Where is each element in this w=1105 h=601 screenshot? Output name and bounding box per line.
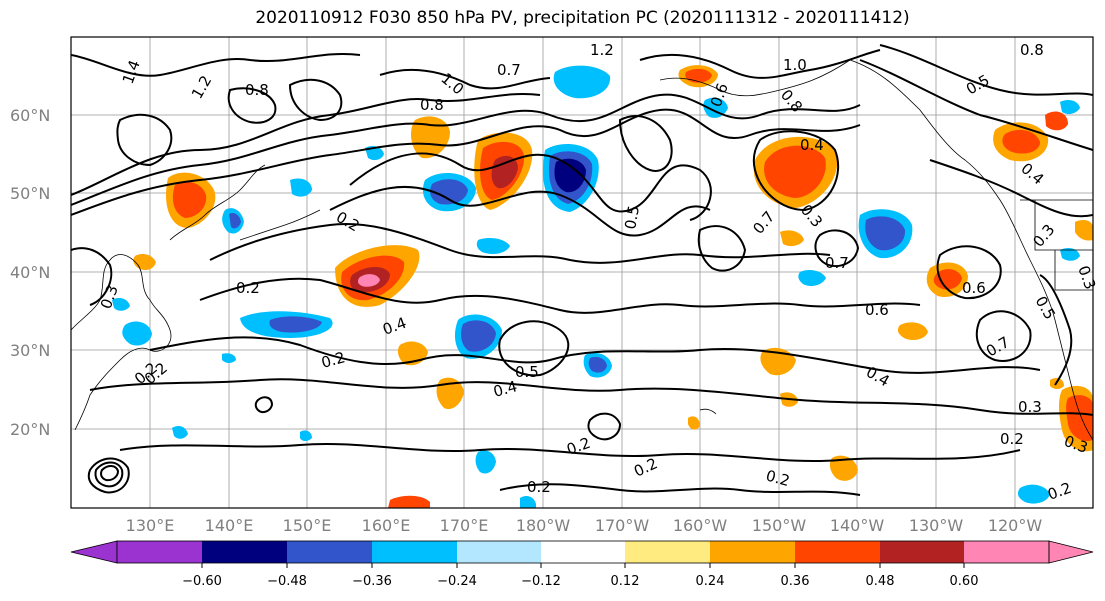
lon-label: 170°W xyxy=(595,516,650,535)
lon-label: 160°E xyxy=(362,516,411,535)
colorbar-cell xyxy=(287,541,372,563)
precip-positive-area xyxy=(410,116,450,159)
precip-negative-area xyxy=(222,353,236,363)
contour-label: 0.5 xyxy=(621,204,643,231)
colorbar: −0.60 −0.48 −0.36 −0.24 −0.12 0.12 0.24 … xyxy=(70,540,1094,589)
lon-label: 170°E xyxy=(440,516,489,535)
contour-label: 0.5 xyxy=(515,363,539,381)
contour-label: 1.0 xyxy=(783,56,807,74)
colorbar-extend-left xyxy=(70,540,118,564)
contour-label: 0.3 xyxy=(1018,398,1042,416)
precip-negative-area xyxy=(553,65,611,99)
precip-negative-area xyxy=(798,270,826,286)
colorbar-cell xyxy=(964,541,1049,563)
colorbar-tick-label: −0.24 xyxy=(437,574,477,589)
pv-contours xyxy=(71,44,1093,496)
precip-positive-area xyxy=(688,416,700,430)
colorbar-cell xyxy=(117,541,202,563)
precip-negative-area xyxy=(172,426,188,439)
lon-label: 160°W xyxy=(673,516,728,535)
precip-positive-area xyxy=(829,455,858,481)
map-border xyxy=(70,36,1094,509)
precip-positive-area xyxy=(1045,111,1068,131)
colorbar-cell xyxy=(625,541,710,563)
colorbar-tick-label: −0.12 xyxy=(521,574,561,589)
colorbar-tick-label: 0.36 xyxy=(781,574,810,589)
contour-label: 0.6 xyxy=(865,301,889,319)
lon-label: 150°W xyxy=(752,516,807,535)
precip-negative-area xyxy=(300,430,312,441)
lon-label: 180°W xyxy=(516,516,571,535)
precip-negative-area xyxy=(703,97,728,118)
precip-positive-area xyxy=(1075,220,1093,241)
latitude-labels: 60°N 50°N 40°N 30°N 20°N xyxy=(10,106,50,439)
precip-negative-area xyxy=(122,321,152,346)
colorbar-tick-label: −0.48 xyxy=(267,574,307,589)
lat-label: 20°N xyxy=(10,420,50,439)
colorbar-cell xyxy=(880,541,964,563)
gridlines xyxy=(71,37,1093,508)
colorbar-border xyxy=(116,540,1050,564)
colorbar-cell xyxy=(541,541,625,563)
colorbar-tick-label: 0.60 xyxy=(950,574,979,589)
lat-label: 60°N xyxy=(10,106,50,125)
precip-positive-area xyxy=(780,230,804,247)
contour-label: 0.8 xyxy=(420,96,444,114)
precip-positive-area xyxy=(388,495,430,508)
colorbar-tick-label: −0.60 xyxy=(182,574,222,589)
precip-negative-area xyxy=(475,450,496,474)
contour-label: 0.6 xyxy=(962,279,986,297)
colorbar-cell xyxy=(795,541,880,563)
contour-label: 0.2 xyxy=(319,348,347,372)
contour-label: 0.7 xyxy=(825,254,849,272)
lon-label: 120°W xyxy=(988,516,1043,535)
contour-label: 0.2 xyxy=(1000,430,1024,448)
colorbar-tick-label: 0.24 xyxy=(696,574,725,589)
contour-label: 0.8 xyxy=(245,81,269,99)
contour-label: 0.2 xyxy=(764,466,792,490)
lat-label: 30°N xyxy=(10,341,50,360)
contour-label: 0.2 xyxy=(236,279,260,297)
contour-label: 0.7 xyxy=(497,61,521,79)
colorbar-cell xyxy=(710,541,795,563)
colorbar-tick-label: 0.12 xyxy=(611,574,640,589)
lon-label: 140°E xyxy=(205,516,254,535)
map-title: 2020110912 F030 850 hPa PV, precipitatio… xyxy=(255,8,910,28)
lon-label: 150°E xyxy=(283,516,332,535)
colorbar-cell xyxy=(457,541,541,563)
lon-label: 130°W xyxy=(909,516,964,535)
precip-positive-area xyxy=(436,377,464,410)
contour-label: 0.4 xyxy=(800,136,824,154)
map-background xyxy=(71,37,1093,508)
contour-label: 0.4 xyxy=(491,377,519,401)
coastlines xyxy=(71,59,1093,441)
precip-negative-area xyxy=(476,238,510,254)
precip-negative-area xyxy=(112,298,130,311)
colorbar-cell xyxy=(202,541,287,563)
colorbar-cell xyxy=(372,541,457,563)
colorbar-tick-label: −0.36 xyxy=(352,574,392,589)
precip-negative-area xyxy=(520,496,536,508)
lon-label: 140°W xyxy=(830,516,885,535)
contour-label: 1.2 xyxy=(590,41,614,59)
lon-label: 130°E xyxy=(126,516,175,535)
longitude-labels: 130°E 140°E 150°E 160°E 170°E 180°W 170°… xyxy=(126,516,1043,535)
colorbar-extend-right xyxy=(1048,540,1094,564)
precip-negative-area xyxy=(1060,100,1080,115)
precip-negative-area xyxy=(1017,484,1050,504)
colorbar-tick-label: 0.48 xyxy=(866,574,895,589)
lat-label: 50°N xyxy=(10,184,50,203)
contour-label: 0.8 xyxy=(1020,41,1044,59)
precip-negative-area xyxy=(1060,248,1080,261)
precip-negative-area xyxy=(290,178,312,197)
lat-label: 40°N xyxy=(10,263,50,282)
colorbar-ticks xyxy=(201,563,965,568)
precip-positive-area xyxy=(897,322,928,340)
contour-label: 0.2 xyxy=(527,478,551,496)
